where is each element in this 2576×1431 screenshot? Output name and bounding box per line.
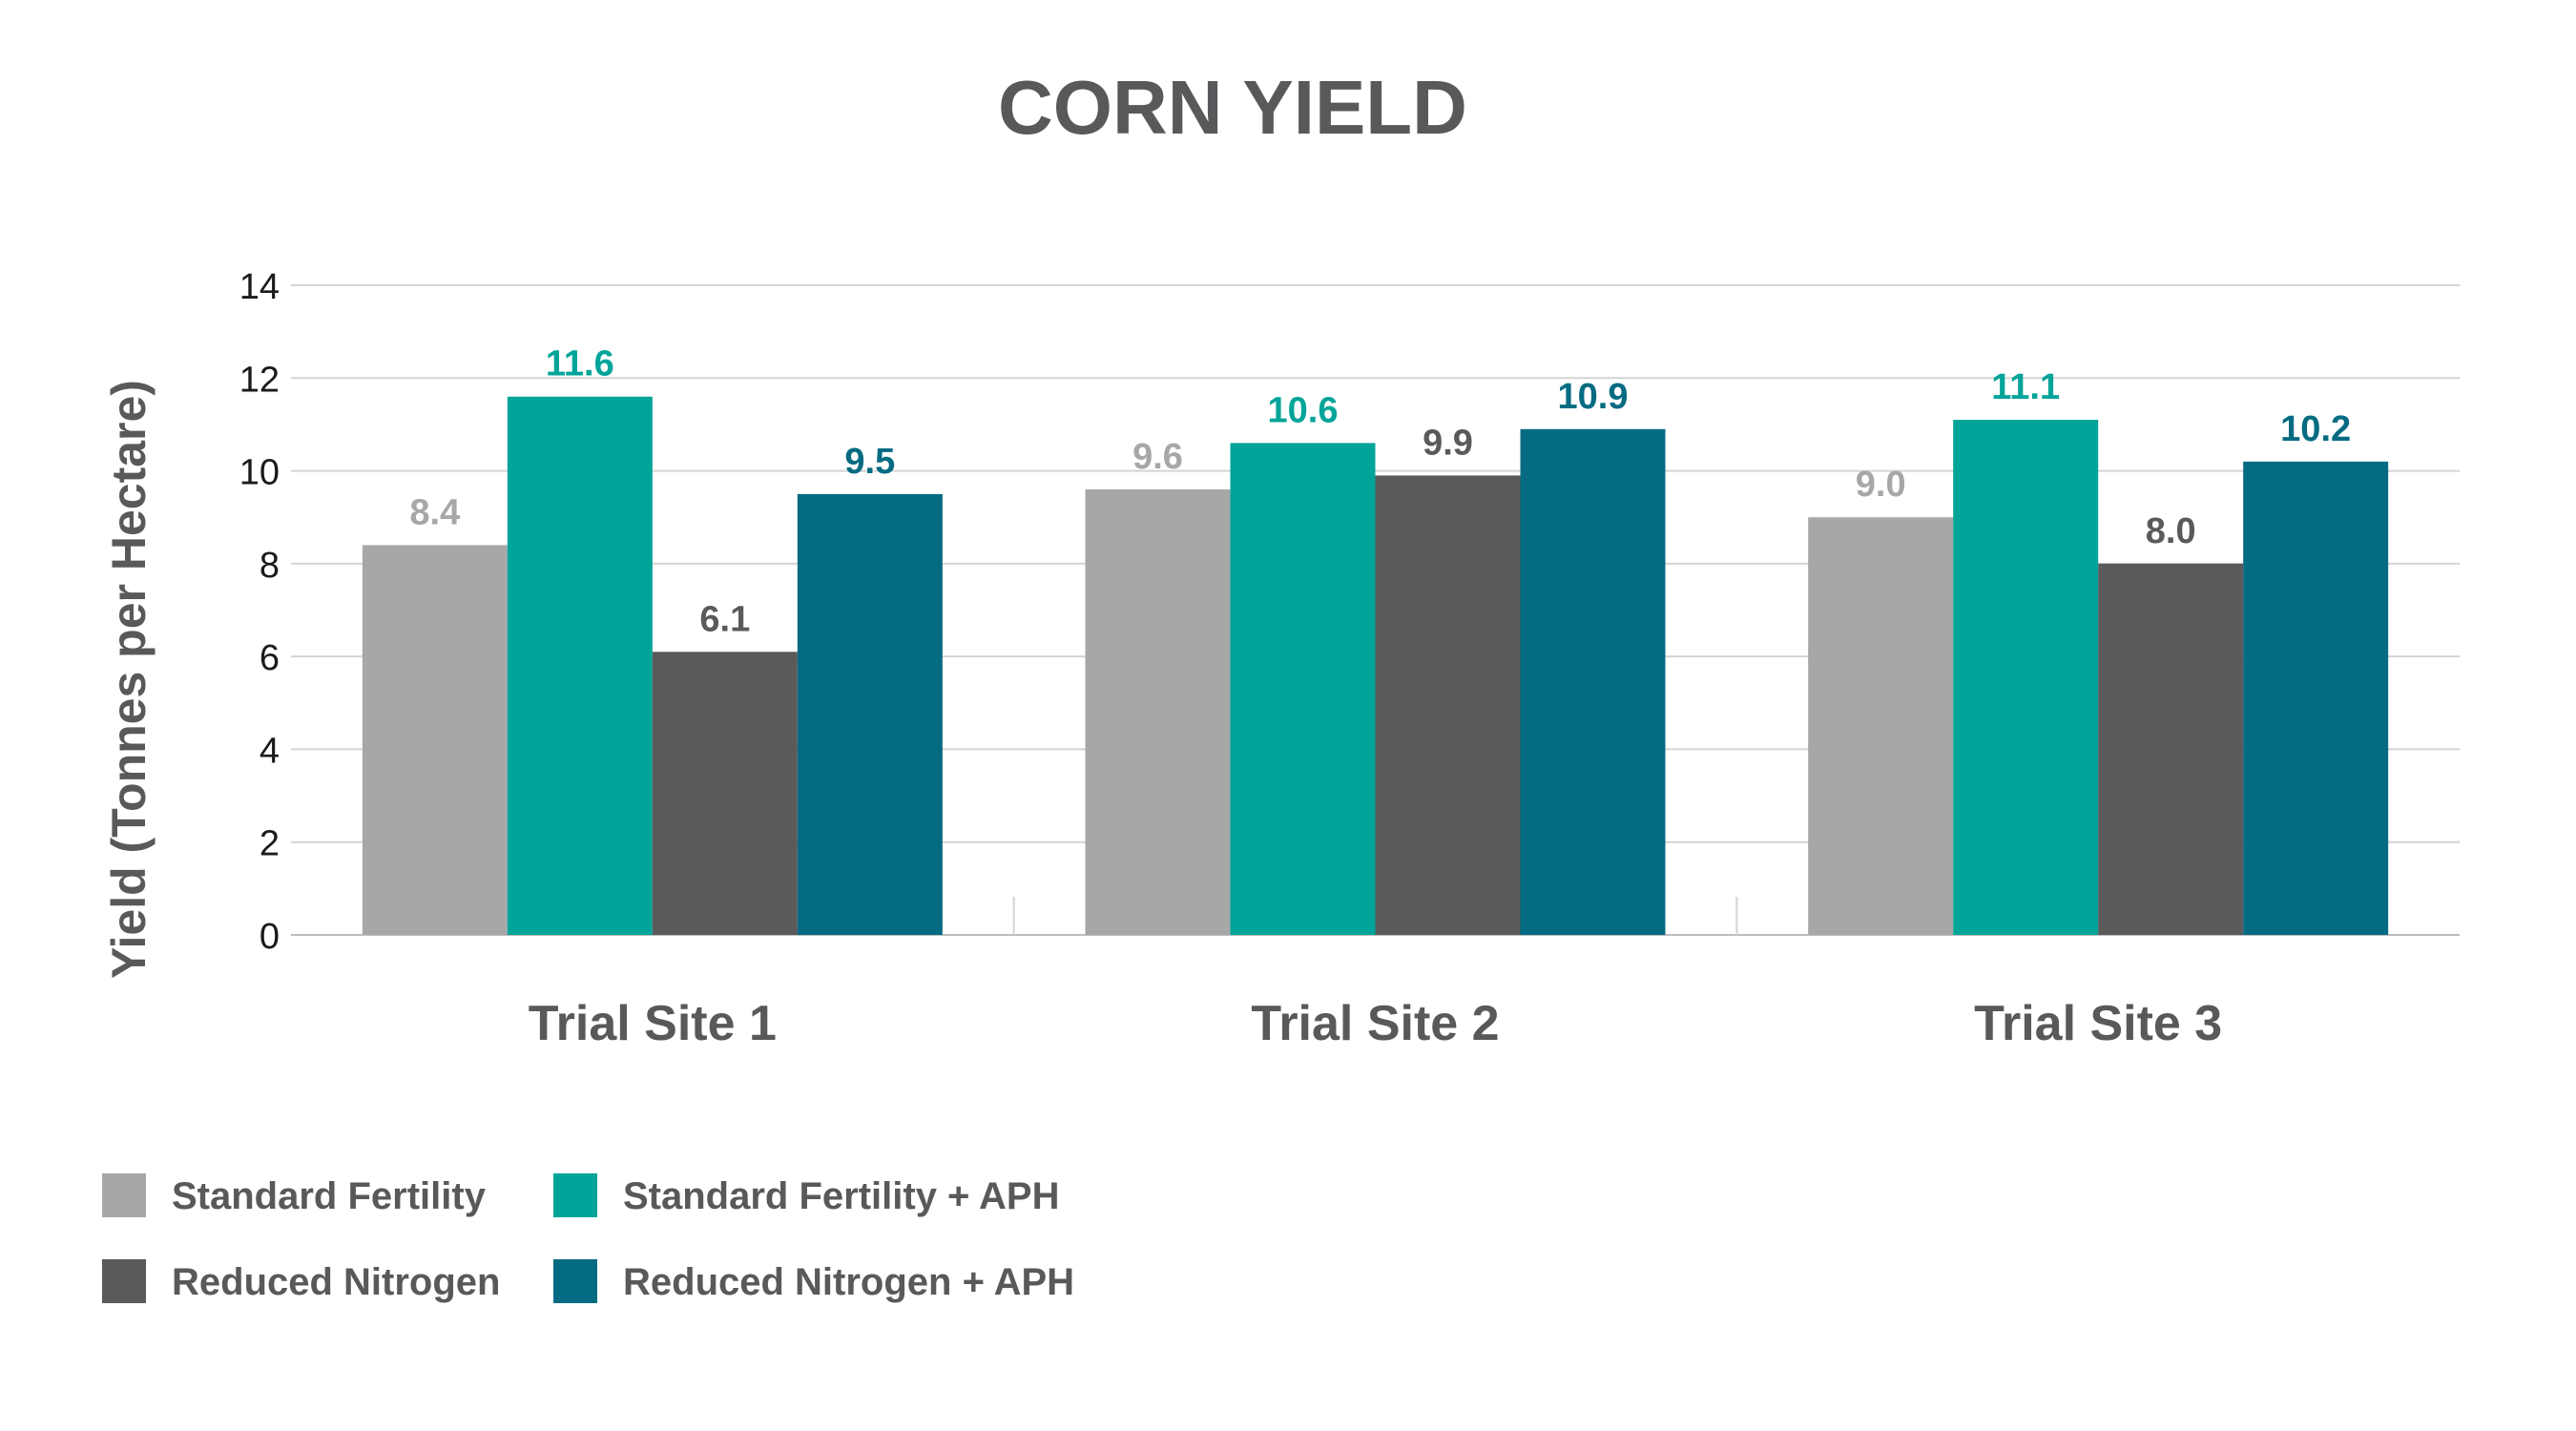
x-category-label: Trial Site 3	[1974, 996, 2222, 1051]
bar	[1375, 475, 1521, 935]
data-label: 10.2	[2280, 409, 2351, 449]
legend: Standard Fertility Standard Fertility + A…	[102, 1173, 1074, 1303]
y-axis-label: Yield (Tonnes per Hectare)	[102, 380, 156, 979]
bar	[1520, 428, 1666, 935]
legend-swatch	[102, 1173, 146, 1217]
legend-swatch	[102, 1259, 146, 1303]
legend-label: Standard Fertility + APH	[623, 1175, 1060, 1217]
data-label: 10.9	[1558, 377, 1629, 417]
data-label: 9.5	[844, 442, 895, 482]
y-tick-label: 10	[239, 453, 280, 493]
category-separators	[1012, 897, 1738, 935]
legend-swatch	[553, 1173, 597, 1217]
bar	[1808, 517, 1954, 935]
legend-swatch	[553, 1259, 597, 1303]
x-category-label: Trial Site 2	[1251, 996, 1499, 1051]
data-label: 9.6	[1132, 437, 1183, 477]
bar	[2098, 563, 2244, 935]
bar	[1953, 420, 2099, 935]
data-label: 8.4	[409, 492, 460, 532]
data-label: 9.9	[1423, 423, 1473, 463]
bar	[1085, 489, 1231, 935]
y-tick-label: 2	[260, 824, 280, 864]
data-label: 11.6	[546, 344, 614, 384]
legend-label: Reduced Nitrogen	[172, 1261, 500, 1303]
bar	[1230, 443, 1376, 935]
chart-title: CORN YIELD	[998, 65, 1467, 150]
y-tick-label: 8	[260, 546, 280, 586]
x-axis-categories: Trial Site 1 Trial Site 2 Trial Site 3	[529, 996, 2222, 1051]
y-tick-label: 14	[239, 267, 280, 307]
y-tick-label: 12	[239, 360, 280, 400]
x-category-label: Trial Site 1	[529, 996, 777, 1051]
y-tick-label: 6	[260, 638, 280, 678]
bars	[362, 396, 2389, 935]
bar	[362, 545, 508, 935]
data-label: 8.0	[2146, 511, 2196, 551]
y-tick-label: 4	[260, 731, 280, 771]
data-labels: 8.4 11.6 6.1 9.5 9.6 10.6 9.9 10.9 9.0 11.1 8.0 10.…	[409, 344, 2351, 640]
data-label: 11.1	[1991, 367, 2060, 407]
bar	[2243, 461, 2389, 935]
data-label: 10.6	[1268, 390, 1339, 430]
data-label: 9.0	[1856, 465, 1906, 505]
legend-label: Standard Fertility	[172, 1175, 487, 1217]
bar	[507, 396, 653, 935]
y-tick-label: 0	[260, 917, 280, 957]
bar	[652, 652, 798, 935]
data-label: 6.1	[699, 599, 750, 639]
y-axis-ticks: 0 2 4 6 8 10 12 14	[239, 267, 280, 957]
legend-label: Reduced Nitrogen + APH	[623, 1261, 1074, 1303]
bar	[797, 493, 943, 935]
